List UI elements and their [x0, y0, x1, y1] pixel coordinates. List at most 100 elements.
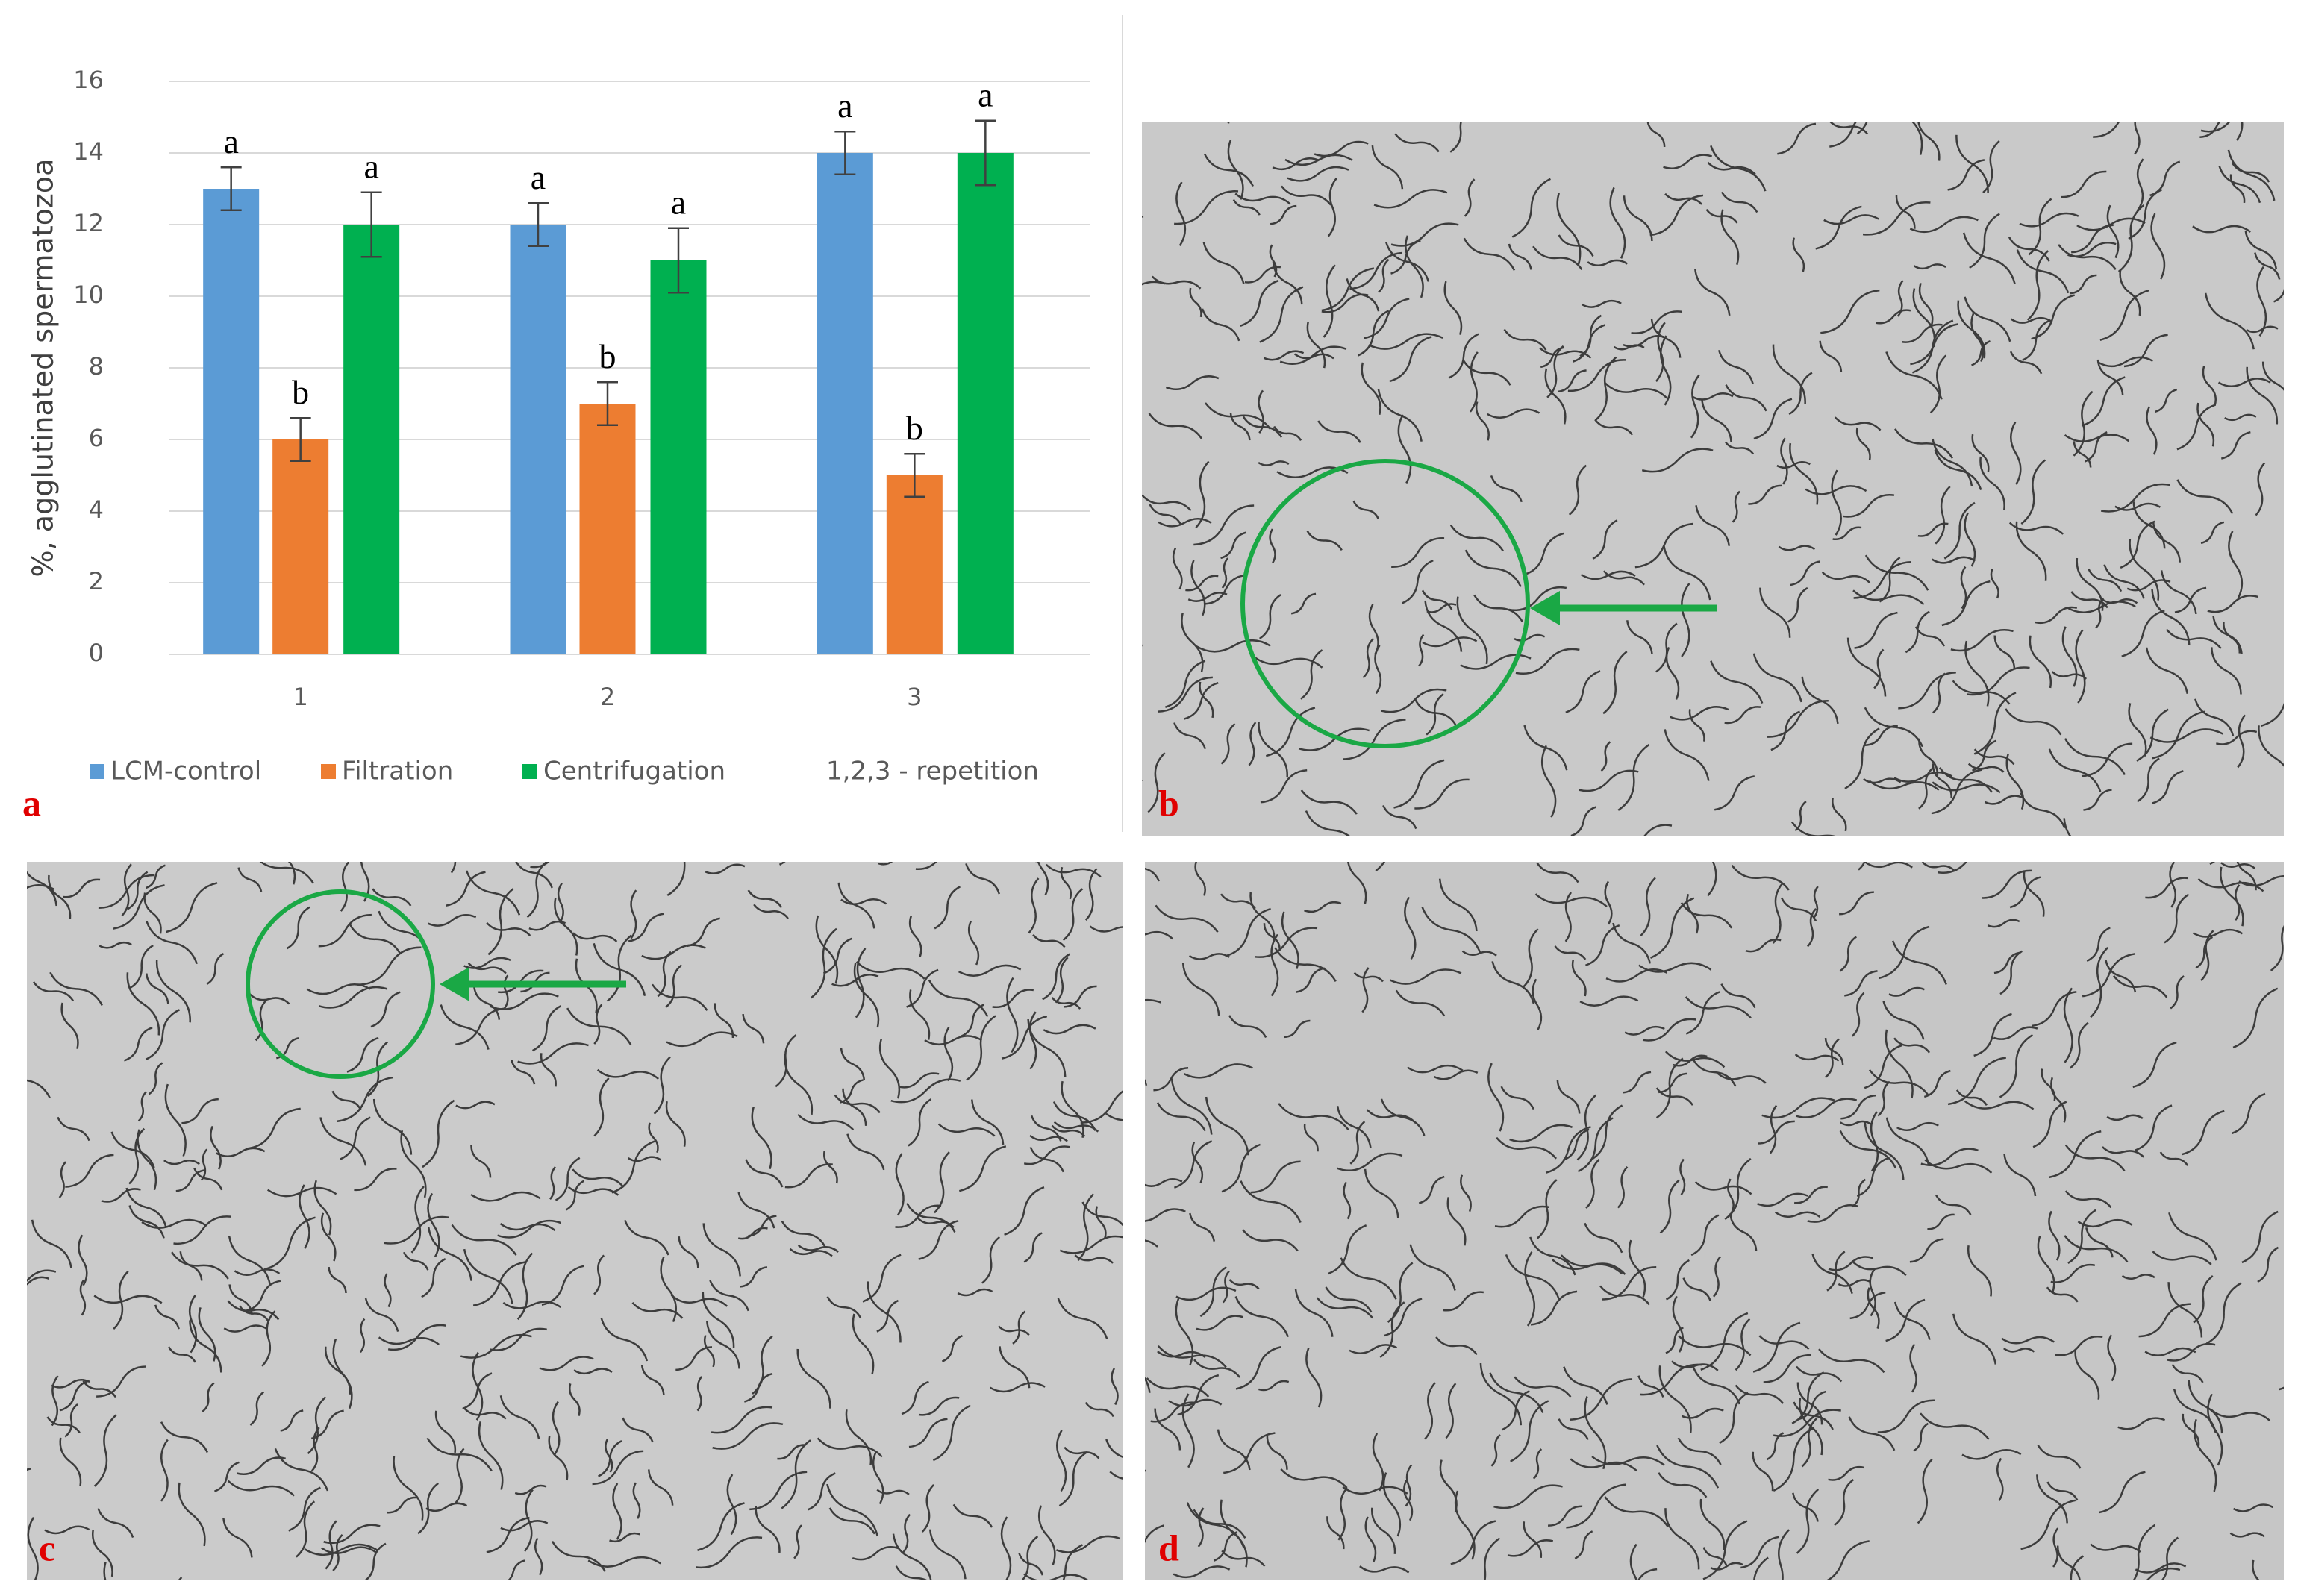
sperm-texture [2192, 225, 2252, 234]
sperm-texture [670, 1294, 728, 1307]
sperm-texture [58, 1161, 66, 1198]
sperm-texture [1532, 245, 1583, 271]
sperm-texture [1791, 1371, 1825, 1424]
sperm-texture [1403, 1480, 1414, 1521]
sperm-texture [1155, 904, 1219, 933]
sperm-texture [1145, 931, 1173, 940]
sperm-texture [2149, 728, 2223, 743]
sperm-texture [243, 1280, 281, 1312]
sperm-texture [1864, 862, 1913, 869]
sperm-texture [346, 1036, 379, 1073]
sperm-texture [712, 1422, 784, 1450]
sperm-texture [1679, 1158, 1686, 1195]
sperm-texture [2058, 244, 2117, 270]
sperm-texture [1361, 967, 1370, 1013]
sperm-texture [1147, 752, 1166, 813]
sperm-texture [1846, 637, 1887, 697]
sperm-texture [1895, 195, 1916, 229]
sperm-texture [1274, 947, 1337, 982]
sperm-texture [1462, 360, 1511, 386]
sperm-texture [422, 1099, 455, 1168]
sperm-texture [146, 921, 198, 965]
sperm-texture [99, 941, 132, 949]
significance-letter: b [906, 409, 923, 447]
sperm-texture [384, 1273, 392, 1308]
sperm-texture [2093, 122, 2120, 138]
sperm-texture [2145, 1567, 2181, 1580]
sperm-texture [1829, 122, 1857, 148]
sperm-texture [711, 1406, 773, 1434]
sperm-texture [1228, 1015, 1267, 1039]
sperm-texture [472, 986, 501, 1020]
sperm-texture [1873, 648, 1885, 689]
sperm-texture [2046, 1286, 2079, 1303]
sperm-texture [640, 1364, 665, 1395]
sperm-texture [797, 1244, 840, 1253]
sperm-texture [93, 1414, 117, 1487]
sperm-texture [1631, 310, 1682, 334]
sperm-texture [2171, 1364, 2204, 1383]
sperm-texture [1758, 1335, 1810, 1350]
sperm-texture [393, 1456, 424, 1521]
sperm-texture [624, 1219, 669, 1256]
sperm-texture [657, 951, 672, 998]
sperm-texture [1681, 1407, 1724, 1419]
sperm-texture [1913, 263, 1946, 270]
sperm-texture [97, 1508, 134, 1539]
sperm-texture [1058, 1451, 1088, 1507]
sperm-texture [665, 964, 683, 1008]
sperm-texture [917, 1217, 955, 1229]
sperm-texture [113, 1270, 129, 1330]
sperm-texture [1673, 1054, 1708, 1067]
sperm-texture [2073, 441, 2092, 468]
sperm-texture [1187, 592, 1228, 602]
sperm-texture [1828, 1465, 1864, 1481]
sperm-texture [123, 1026, 153, 1062]
sperm-texture [2151, 589, 2191, 645]
sperm-texture [2246, 366, 2279, 425]
sperm-texture [1177, 1374, 1220, 1416]
sperm-texture [666, 1031, 738, 1047]
micrograph-texture [1142, 122, 2284, 836]
sperm-texture [210, 1125, 222, 1170]
sperm-texture [1145, 1079, 1148, 1086]
sperm-texture [705, 863, 746, 874]
sperm-texture [2032, 1101, 2067, 1148]
sperm-texture [665, 1101, 686, 1147]
sperm-texture [845, 1409, 872, 1465]
sperm-texture [1909, 216, 1979, 234]
sperm-texture [2037, 1236, 2055, 1294]
sperm-texture [2152, 710, 2205, 760]
sperm-texture [318, 913, 372, 948]
sperm-texture [1448, 333, 1479, 379]
sperm-texture [160, 1439, 169, 1502]
sperm-texture [1382, 1472, 1402, 1537]
sperm-texture [503, 974, 509, 1010]
sperm-texture [549, 1166, 557, 1201]
sperm-texture [1923, 1069, 1951, 1098]
sperm-texture [2193, 1274, 2214, 1324]
sperm-texture [915, 862, 937, 871]
sperm-texture [2102, 1146, 2145, 1158]
sperm-texture [1677, 1437, 1722, 1465]
sperm-texture [239, 1305, 269, 1322]
sperm-texture [1839, 891, 1874, 916]
sperm-texture [460, 1333, 532, 1359]
sperm-texture [486, 921, 531, 936]
sperm-texture [1053, 1121, 1099, 1133]
sperm-texture [65, 1154, 114, 1188]
sperm-texture [2073, 390, 2094, 457]
sperm-texture [1181, 1393, 1195, 1468]
sperm-texture [2220, 431, 2251, 460]
sperm-texture [1145, 1239, 1158, 1248]
sperm-texture [2132, 1524, 2156, 1580]
sperm-texture [1664, 1508, 1700, 1570]
sperm-texture [1496, 1136, 1558, 1160]
sperm-texture [1272, 157, 1320, 171]
sperm-texture [781, 1221, 826, 1247]
sperm-texture [2194, 698, 2235, 736]
sperm-texture [909, 989, 931, 1040]
sperm-texture [1566, 1483, 1626, 1529]
sperm-texture [958, 1145, 1007, 1192]
sperm-texture [1172, 548, 1183, 590]
